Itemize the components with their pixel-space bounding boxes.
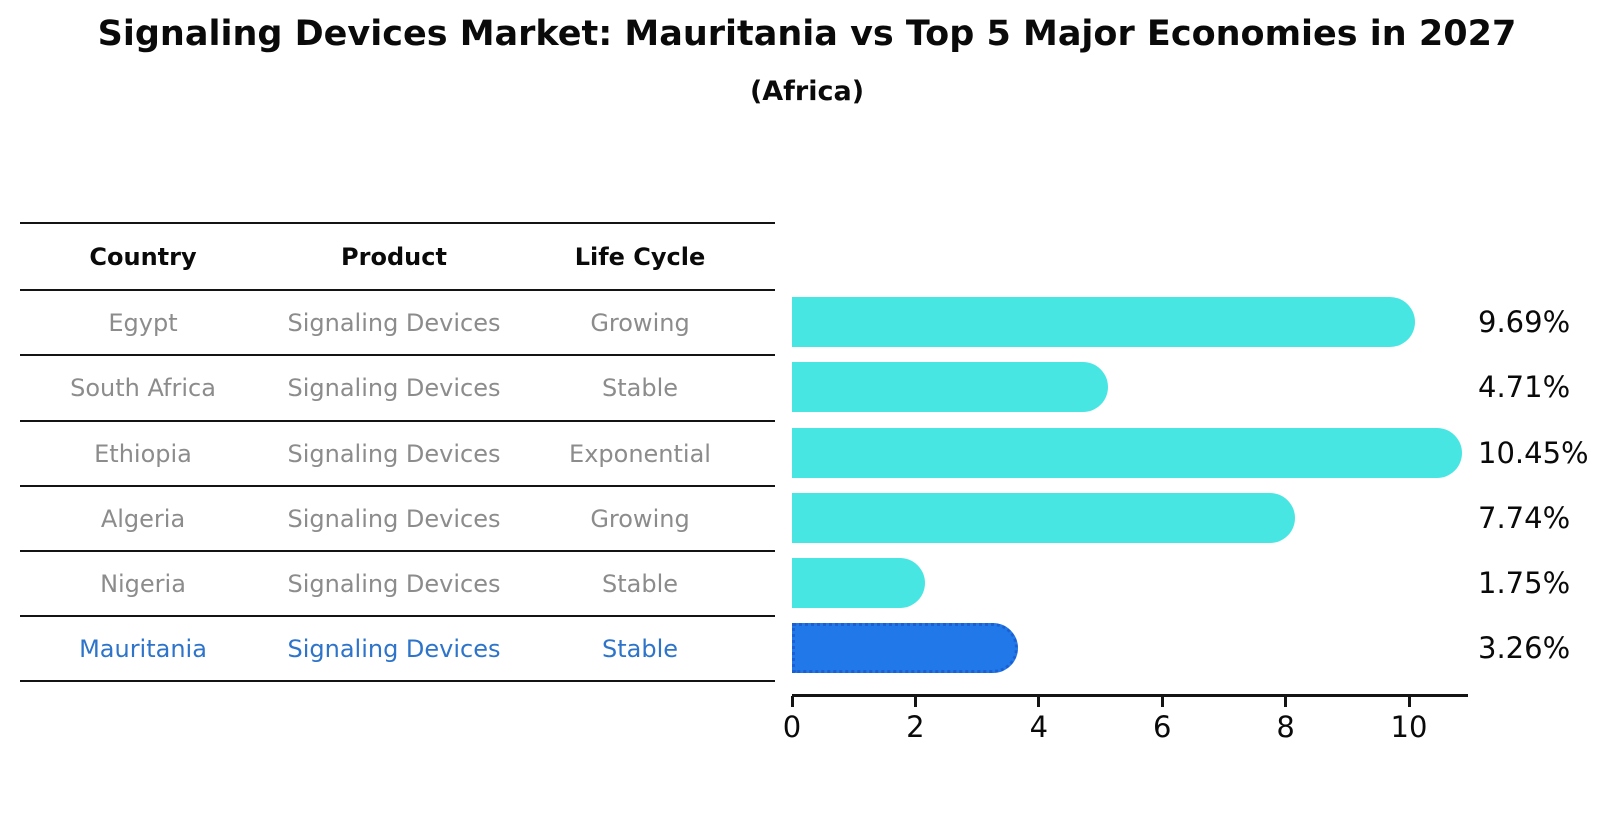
x-axis-tick-label: 2: [906, 710, 925, 744]
table-separator-line: [20, 680, 775, 682]
table-row-nigeria: Nigeria Signaling Devices Stable: [20, 552, 775, 615]
x-axis-tick: [790, 696, 794, 707]
cell-country: Mauritania: [79, 634, 207, 663]
x-axis-line: [792, 694, 1468, 697]
bar-egypt: [792, 296, 1415, 347]
cell-product: Signaling Devices: [287, 374, 501, 402]
x-axis-tick-label: 0: [782, 710, 802, 744]
x-axis-tick: [1037, 696, 1041, 707]
cell-country: South Africa: [70, 374, 216, 402]
column-header-life-cycle: Life Cycle: [574, 242, 706, 271]
table-separator-line: [20, 550, 775, 552]
value-label: 3.26%: [1478, 630, 1571, 665]
cell-product: Signaling Devices: [287, 569, 501, 598]
cell-product: Signaling Devices: [287, 634, 501, 663]
cell-country: Nigeria: [100, 569, 186, 598]
x-axis-tick: [1160, 696, 1164, 707]
value-label: 4.71%: [1478, 370, 1571, 404]
bar-ethiopia: [792, 427, 1462, 478]
column-header-product: Product: [341, 242, 447, 271]
value-label: 7.74%: [1478, 500, 1571, 535]
cell-life-cycle: Stable: [601, 569, 679, 598]
bar-south-africa: [792, 362, 1108, 412]
cell-life-cycle: Stable: [601, 634, 679, 663]
x-axis-tick-label: 10: [1390, 710, 1428, 744]
table-separator-line: [20, 222, 775, 224]
cell-product: Signaling Devices: [287, 504, 501, 533]
x-axis-tick: [913, 696, 917, 707]
table-row-south-africa: South Africa Signaling Devices Stable: [20, 356, 775, 420]
x-axis-tick: [1407, 696, 1411, 707]
chart-title: Signaling Devices Market: Mauritania vs …: [97, 14, 1517, 54]
bar-nigeria: [792, 557, 925, 608]
bar-algeria: [792, 492, 1295, 543]
cell-life-cycle: Stable: [601, 374, 679, 402]
cell-life-cycle: Exponential: [569, 439, 711, 468]
table-row-algeria: Algeria Signaling Devices Growing: [20, 487, 775, 550]
value-label: 10.45%: [1478, 435, 1589, 470]
cell-country: Egypt: [108, 308, 178, 337]
cell-product: Signaling Devices: [287, 439, 501, 468]
x-axis-tick-label: 4: [1029, 710, 1049, 744]
cell-country: Ethiopia: [94, 439, 192, 468]
table-row-ethiopia: Ethiopia Signaling Devices Exponential: [20, 422, 775, 485]
table-separator-line: [20, 354, 775, 356]
chart-subtitle: (Africa): [749, 76, 865, 107]
x-axis-tick: [1284, 696, 1288, 707]
x-axis-tick-label: 8: [1276, 710, 1295, 744]
table-row-egypt: Egypt Signaling Devices Growing: [20, 291, 775, 354]
cell-country: Algeria: [100, 504, 186, 533]
bar-mauritania-highlighted: [792, 622, 1019, 673]
value-label: 9.69%: [1478, 304, 1571, 339]
x-axis-tick-label: 6: [1152, 710, 1172, 744]
value-label: 1.75%: [1478, 565, 1571, 600]
table-separator-line: [20, 485, 775, 487]
table-row-mauritania: Mauritania Signaling Devices Stable: [20, 617, 775, 680]
table-separator-line: [20, 615, 775, 617]
table-separator-line: [20, 420, 775, 422]
table-separator-line: [20, 289, 775, 291]
cell-product: Signaling Devices: [287, 308, 501, 337]
cell-life-cycle: Growing: [590, 308, 690, 337]
column-header-country: Country: [89, 242, 197, 271]
table-header-row: Country Product Life Cycle: [20, 224, 775, 289]
cell-life-cycle: Growing: [590, 504, 690, 533]
